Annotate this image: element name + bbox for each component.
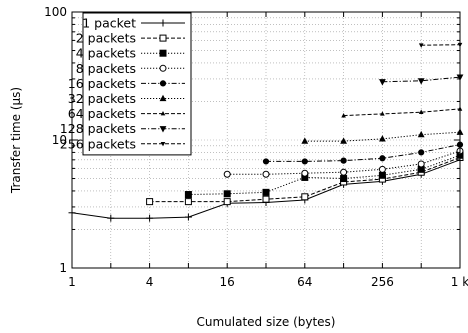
data-point [262, 158, 270, 165]
legend-swatch-marker [160, 142, 166, 147]
y-axis-title: Transfer time (µs) [9, 87, 23, 194]
legend-label: 256 packets [60, 136, 136, 151]
legend-swatch-marker [159, 49, 167, 57]
data-point [379, 135, 386, 142]
x-tick-label: 64 [297, 275, 312, 289]
legend-swatch-marker [159, 94, 167, 102]
legend-swatch-marker [160, 111, 166, 116]
data-point [146, 214, 154, 222]
legend-box [82, 12, 192, 156]
x-tick-label: 1 [68, 275, 76, 289]
data-point [262, 188, 270, 196]
legend-item: 128 packets [60, 121, 185, 136]
legend-item: 16 packets [68, 76, 185, 91]
series-6 [301, 128, 464, 144]
data-point [301, 137, 309, 144]
legend-label: 1 packet [82, 16, 136, 31]
legend-label: 16 packets [68, 76, 136, 91]
legend-swatch-marker [159, 126, 167, 133]
data-point [184, 198, 192, 206]
series-line [266, 144, 461, 162]
data-point [301, 158, 308, 165]
series-9 [418, 42, 463, 48]
data-point [379, 155, 386, 162]
series-4 [223, 147, 464, 178]
legend-label: 64 packets [68, 106, 136, 121]
x-tick-label: 16 [220, 275, 235, 289]
x-axis-title: Cumulated size (bytes) [197, 315, 336, 329]
series-line [421, 44, 461, 46]
legend-item: 8 packets [76, 61, 185, 76]
legend-item: 64 packets [68, 106, 185, 121]
data-point [262, 170, 270, 178]
series-line [343, 108, 461, 117]
data-point [340, 175, 348, 183]
data-point [341, 113, 346, 118]
legend-item: 2 packets [76, 31, 185, 46]
data-point [184, 213, 192, 221]
data-point [379, 79, 386, 86]
data-point [418, 43, 424, 48]
data-point [301, 169, 309, 177]
legend-swatch-marker [159, 80, 167, 87]
data-point [340, 168, 348, 176]
legend-swatch-marker [159, 64, 167, 72]
data-point [340, 157, 347, 164]
data-point [223, 198, 231, 206]
y-axis-ticks: 1 10 100 [44, 5, 460, 275]
series-line [304, 131, 461, 142]
series-line [149, 157, 461, 203]
series-line [382, 76, 461, 83]
data-point [146, 198, 154, 206]
data-point [418, 109, 424, 114]
legend-swatch-marker [159, 34, 167, 42]
legend-item: 32 packets [68, 91, 185, 106]
data-point [417, 130, 425, 138]
series-7 [341, 106, 463, 118]
series-5 [262, 141, 464, 165]
data-point [184, 191, 192, 199]
data-point [223, 170, 231, 178]
data-point [380, 111, 385, 116]
legend-label: 2 packets [76, 31, 136, 46]
y-tick-label: 1 [59, 261, 67, 275]
x-tick-label: 1 k [451, 275, 468, 289]
y-tick-label: 10 [52, 133, 67, 147]
x-tick-label: 256 [371, 275, 394, 289]
data-point [417, 160, 425, 168]
data-point [107, 214, 115, 222]
plot-series [68, 42, 464, 222]
x-axis-ticks: 1 4 16 64 256 1 k [68, 12, 468, 289]
legend-label: 128 packets [60, 121, 136, 136]
legend-item: 1 packet [82, 16, 185, 31]
data-point [223, 190, 231, 198]
data-point [262, 195, 270, 203]
legend-label: 8 packets [76, 61, 136, 76]
series-line [188, 154, 461, 195]
x-tick-label: 4 [146, 275, 154, 289]
data-point [418, 149, 425, 156]
y-tick-label: 100 [44, 5, 67, 19]
data-point [301, 193, 309, 201]
legend-item: 256 packets [60, 136, 185, 151]
data-point [340, 137, 347, 144]
legend-item: 4 packets [76, 46, 185, 61]
series-8 [379, 74, 464, 86]
legend-label: 4 packets [76, 46, 136, 61]
data-point [378, 171, 386, 179]
data-point [378, 165, 386, 173]
legend-label: 32 packets [68, 91, 136, 106]
legend-swatch-marker [159, 19, 167, 27]
data-point [417, 78, 425, 85]
